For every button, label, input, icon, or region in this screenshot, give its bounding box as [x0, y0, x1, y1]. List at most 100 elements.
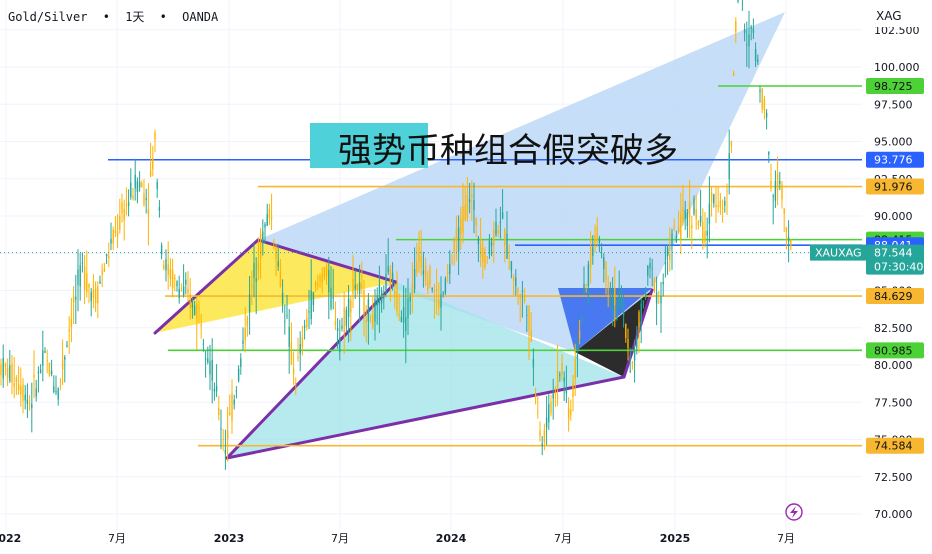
candle-body — [688, 201, 691, 218]
headline-group[interactable]: 强势币种组合假突破多 — [310, 123, 678, 171]
candle-body — [548, 403, 550, 423]
candle-body — [138, 181, 141, 188]
time-axis-bg — [0, 530, 932, 550]
level-label-7[interactable]: 80.985 — [866, 342, 924, 359]
level-label-6[interactable]: 84.629 — [866, 288, 924, 305]
symbol-name[interactable]: Gold/Silver — [8, 10, 88, 24]
candle-body — [625, 323, 627, 339]
candle-body — [125, 204, 128, 206]
candle-body — [160, 245, 163, 255]
candle-body — [103, 268, 106, 272]
candle-body — [622, 309, 625, 316]
candle-body — [99, 281, 101, 284]
candle-body — [534, 394, 537, 396]
candle-body — [39, 369, 42, 373]
exchange-label: OANDA — [182, 10, 219, 24]
purple-segment-1[interactable] — [256, 238, 398, 284]
candle-body — [196, 304, 198, 319]
candle-body — [517, 288, 519, 293]
candle-body — [680, 214, 682, 239]
candle-body — [600, 248, 603, 250]
candle-body — [675, 235, 678, 242]
candle-body — [776, 173, 779, 191]
candle-body — [83, 266, 86, 290]
candle-body — [90, 292, 92, 302]
candle-body — [75, 296, 77, 300]
candle-body — [231, 392, 233, 422]
y-tick-label: 80.000 — [874, 359, 913, 372]
cyan-triangle[interactable] — [227, 282, 624, 458]
candle-body — [442, 293, 444, 295]
level-label-8[interactable]: 74.584 — [866, 437, 924, 454]
candle-body — [229, 412, 231, 415]
candle-body — [552, 393, 554, 399]
candle-body — [97, 286, 99, 304]
level-label-bg — [866, 342, 924, 359]
compare-symbol-button[interactable]: XAG — [866, 5, 924, 27]
purple-segment-0[interactable] — [153, 238, 260, 335]
candle-body — [468, 199, 471, 203]
candle-body — [477, 237, 480, 244]
candle-body — [193, 305, 196, 316]
candle-body — [292, 368, 295, 374]
level-label-text: 80.985 — [874, 344, 913, 357]
candle-body — [592, 247, 594, 257]
yellow-triangle[interactable] — [155, 240, 396, 333]
candle-body — [198, 307, 200, 310]
candle-body — [779, 180, 781, 185]
level-label-3[interactable]: 91.976 — [866, 178, 924, 195]
level-label-1[interactable]: 98.725 — [866, 77, 924, 94]
candle-body — [332, 297, 334, 299]
lightblue-projection-triangle[interactable] — [258, 12, 785, 352]
candle-body — [185, 279, 187, 285]
candle-body — [354, 284, 356, 289]
price-axis[interactable]: 70.00072.50075.00077.50080.00082.50085.0… — [810, 0, 932, 530]
candle-body — [431, 288, 433, 291]
candle-body — [64, 357, 66, 360]
candle-body — [785, 227, 788, 233]
time-axis[interactable]: 2022 7月 2023 7月 2024 7月 2025 7月 — [0, 530, 932, 550]
headline-text: 强势币种组合假突破多 — [338, 131, 678, 171]
blue-triangle[interactable] — [558, 288, 652, 352]
candle-body — [213, 388, 216, 392]
level-label-2[interactable]: 93.776 — [866, 151, 924, 168]
candle-body — [660, 296, 662, 304]
candle-body — [501, 212, 504, 219]
candle-body — [244, 328, 246, 341]
level-label-bg — [866, 77, 924, 94]
candle-body — [495, 222, 497, 235]
candle-body — [466, 195, 469, 219]
black-triangle[interactable] — [575, 290, 652, 377]
candle-body — [759, 90, 761, 92]
candle-body — [704, 231, 706, 242]
candle-body — [317, 283, 319, 286]
candle-body — [658, 291, 660, 293]
candle-body — [308, 311, 310, 313]
candle-body — [314, 282, 317, 287]
candle-body — [270, 217, 273, 219]
candle-body — [449, 264, 451, 275]
candle-body — [728, 152, 730, 179]
purple-segment-4[interactable] — [622, 288, 654, 379]
candle-body — [284, 320, 286, 322]
candle-body — [202, 343, 205, 345]
headline-box[interactable] — [310, 123, 428, 168]
candle-body — [523, 295, 526, 302]
candle-body — [42, 350, 44, 366]
candle-body — [59, 378, 62, 380]
candle-body — [119, 215, 121, 230]
candle-body — [603, 257, 605, 270]
candle-body — [374, 298, 376, 322]
candle-body — [233, 399, 235, 405]
horizontal-levels[interactable] — [108, 0, 862, 447]
candle-body — [677, 226, 680, 233]
interval-label[interactable]: 1天 — [125, 10, 145, 24]
candle-body — [444, 278, 447, 294]
candle-body — [312, 292, 315, 305]
candle-body — [134, 174, 136, 189]
lightning-icon[interactable] — [785, 503, 803, 521]
candle-body — [154, 132, 156, 140]
